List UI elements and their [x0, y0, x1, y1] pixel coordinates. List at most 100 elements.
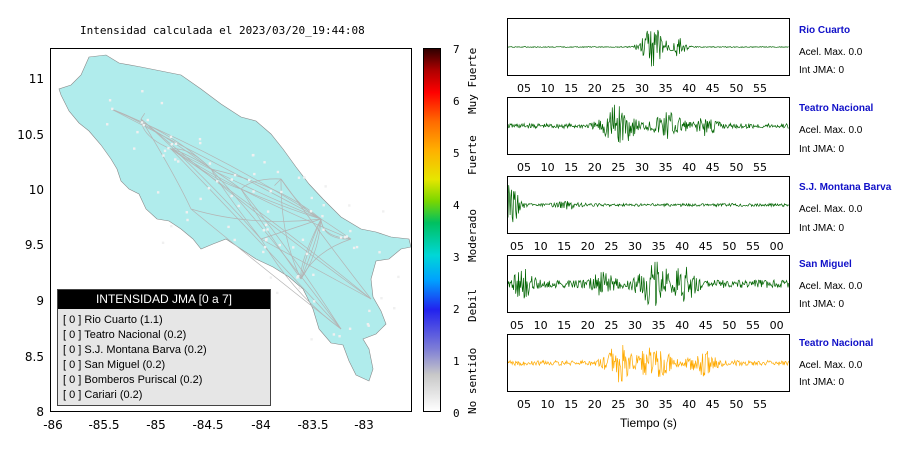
time-tick: 20	[587, 82, 602, 95]
city-point	[322, 204, 325, 207]
city-point	[230, 194, 233, 198]
map-title: Intensidad calculada el 2023/03/20_19:44…	[80, 24, 365, 37]
city-point	[269, 276, 273, 279]
time-tick: 05	[517, 82, 531, 95]
time-tick: 40	[675, 240, 690, 253]
costa-rica-map	[58, 54, 411, 382]
road	[320, 218, 352, 240]
time-tick: 05	[510, 319, 524, 332]
time-tick: 35	[651, 240, 666, 253]
time-tick: 45	[698, 240, 713, 253]
city-point	[233, 173, 237, 177]
city-point	[348, 327, 352, 330]
city-point	[233, 238, 236, 242]
time-tick: 50	[729, 161, 744, 174]
city-point	[339, 236, 343, 239]
time-tick: 50	[729, 398, 744, 411]
city-point	[332, 333, 336, 336]
city-point	[248, 178, 251, 182]
road	[240, 188, 302, 280]
time-axis-label: Tiempo (s)	[620, 416, 677, 430]
city-point	[305, 252, 309, 256]
colorbar-label: Debil	[466, 288, 479, 322]
road	[170, 148, 372, 300]
road	[300, 218, 322, 280]
city-point	[269, 190, 272, 193]
city-point	[312, 300, 316, 303]
city-point	[263, 245, 267, 249]
city-point	[230, 178, 234, 181]
time-tick: 25	[604, 319, 619, 332]
time-tick: 55	[746, 319, 760, 332]
time-tick: 30	[628, 319, 642, 332]
waveform-trace	[508, 261, 789, 306]
road	[170, 148, 242, 190]
map-y-tick: 8.5	[24, 350, 44, 364]
city-point	[324, 185, 327, 188]
city-point	[161, 241, 165, 245]
map-y-tick: 10	[28, 183, 44, 197]
waveform-ticks: 05 10 15 20 25 30 35 40 45 50 55	[507, 82, 790, 96]
city-point	[338, 335, 341, 338]
city-point	[162, 154, 165, 157]
city-point	[345, 235, 349, 238]
city-point	[366, 322, 370, 326]
colorbar-tick: 4	[453, 199, 460, 212]
time-tick: 55	[746, 240, 760, 253]
city-point	[382, 210, 385, 213]
city-point	[301, 238, 305, 242]
time-tick: 35	[651, 319, 666, 332]
colorbar-tick: 6	[453, 95, 460, 108]
time-tick: 30	[628, 240, 642, 253]
colorbar-label: No sentido	[466, 347, 479, 414]
city-point	[174, 158, 177, 161]
time-tick: 25	[611, 398, 626, 411]
waveform-trace	[508, 344, 789, 383]
city-point	[322, 228, 325, 232]
city-point	[169, 135, 173, 139]
city-point	[380, 296, 383, 300]
map-x-tick: -83	[354, 418, 374, 432]
city-point	[348, 204, 351, 207]
waveform-svg	[508, 185, 789, 223]
waveform-plot	[507, 334, 790, 392]
city-point	[174, 142, 178, 145]
map-x-tick: -86	[43, 418, 63, 432]
legend-row: [ 0 ] San Miguel (0.2)	[63, 359, 166, 371]
city-point	[368, 309, 371, 313]
road	[170, 148, 342, 330]
time-tick: 05	[517, 398, 531, 411]
time-tick: 50	[722, 319, 737, 332]
city-point	[292, 246, 295, 249]
colorbar-tick: 2	[453, 303, 460, 316]
waveform-trace	[508, 104, 789, 143]
time-tick: 40	[682, 398, 697, 411]
waveform-svg	[508, 104, 789, 143]
legend-row: [ 0 ] Bomberos Puriscal (0.2)	[63, 374, 203, 386]
city-point	[185, 211, 189, 214]
time-tick: 10	[533, 240, 548, 253]
station-name: Teatro Nacional	[799, 103, 874, 114]
time-tick: 00	[769, 319, 784, 332]
station-accel: Acel. Max. 0.0	[799, 204, 863, 215]
legend-row: [ 0 ] Cariari (0.2)	[63, 389, 143, 401]
intensity-legend: INTENSIDAD JMA [0 a 7] [ 0 ] Rio Cuarto …	[57, 289, 271, 406]
road	[210, 168, 342, 330]
road	[140, 113, 145, 120]
station-name: San Miguel	[799, 259, 852, 270]
road-network	[110, 108, 372, 330]
colorbar-tick: 5	[453, 147, 460, 160]
time-tick: 15	[557, 240, 572, 253]
road	[240, 188, 322, 220]
road	[140, 118, 372, 300]
city-point	[207, 186, 211, 190]
city-point	[321, 214, 324, 218]
city-point	[367, 324, 370, 327]
time-tick: 05	[517, 161, 531, 174]
colorbar-tick: 3	[453, 251, 460, 264]
time-tick: 30	[635, 398, 649, 411]
station-accel: Acel. Max. 0.0	[799, 125, 863, 136]
city-point	[264, 223, 268, 227]
city-point	[397, 275, 400, 279]
road	[110, 108, 352, 240]
